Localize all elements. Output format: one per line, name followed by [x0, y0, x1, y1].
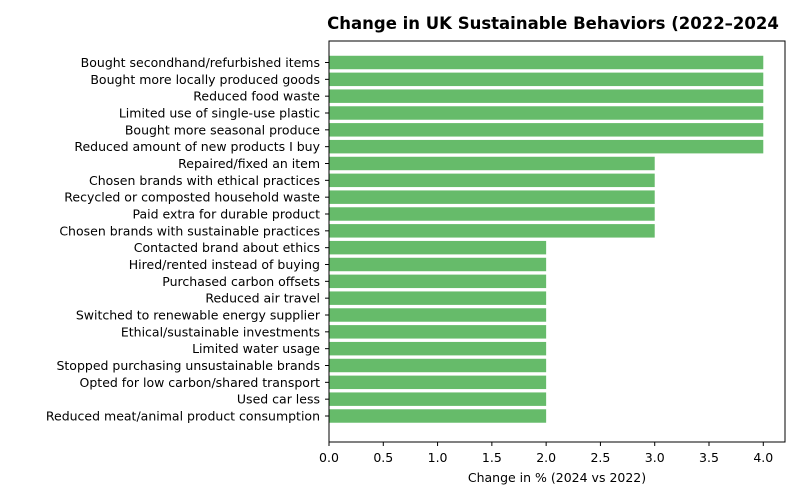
bar — [329, 341, 547, 356]
category-label: Reduced amount of new products I buy — [74, 139, 320, 154]
x-tick-label: 1.0 — [428, 450, 448, 465]
bar — [329, 375, 547, 390]
axes-frame — [328, 40, 786, 443]
bar — [329, 257, 547, 272]
category-label: Stopped purchasing unsustainable brands — [56, 358, 320, 373]
category-label: Ethical/sustainable investments — [121, 324, 320, 339]
category-label: Reduced meat/animal product consumption — [46, 409, 320, 424]
x-tick-label: 0.0 — [319, 450, 339, 465]
bar — [329, 123, 764, 137]
bar — [329, 274, 547, 289]
bar — [329, 325, 547, 339]
bars-group — [329, 55, 764, 423]
category-label: Bought more locally produced goods — [90, 72, 320, 87]
x-tick-label: 3.5 — [699, 450, 719, 465]
bar — [329, 207, 655, 221]
x-tick-label: 3.0 — [645, 450, 665, 465]
category-label: Repaired/fixed an item — [178, 156, 320, 171]
x-axis-label: Change in % (2024 vs 2022) — [468, 470, 646, 485]
category-label: Limited water usage — [192, 341, 320, 356]
bar — [329, 358, 547, 373]
bar — [329, 156, 655, 171]
bar — [329, 89, 764, 103]
category-label: Reduced air travel — [205, 291, 320, 306]
category-label: Purchased carbon offsets — [162, 274, 320, 289]
category-label: Opted for low carbon/shared transport — [80, 375, 321, 390]
bar — [329, 291, 547, 305]
category-label: Chosen brands with ethical practices — [89, 173, 320, 188]
x-tick-label: 4.0 — [753, 450, 773, 465]
x-tick-label: 2.0 — [536, 450, 556, 465]
bar — [329, 308, 547, 322]
x-tick-label: 0.5 — [373, 450, 393, 465]
category-labels-group: Bought secondhand/refurbished items Bough… — [46, 55, 329, 424]
x-ticks-group: 0.0 0.5 1.0 1.5 2.0 2.5 3.0 3.5 4.0 — [319, 442, 773, 465]
category-label: Hired/rented instead of buying — [129, 257, 320, 272]
bar — [329, 190, 655, 204]
category-label: Limited use of single-use plastic — [119, 106, 320, 121]
bar — [329, 55, 764, 70]
bar — [329, 240, 547, 255]
x-tick-label: 2.5 — [590, 450, 610, 465]
chart-title: Change in UK Sustainable Behaviors (2022… — [327, 14, 779, 33]
bar — [329, 139, 764, 154]
plot-frame — [328, 40, 786, 443]
bar — [329, 72, 764, 87]
bar — [329, 106, 764, 120]
category-label: Bought more seasonal produce — [125, 122, 320, 137]
bar — [329, 409, 547, 423]
bar — [329, 224, 655, 238]
category-label: Contacted brand about ethics — [134, 240, 320, 255]
category-label: Recycled or composted household waste — [64, 190, 320, 205]
bar — [329, 173, 655, 188]
category-label: Chosen brands with sustainable practices — [59, 223, 320, 238]
category-label: Paid extra for durable product — [132, 207, 320, 222]
category-label: Switched to renewable energy supplier — [76, 308, 321, 323]
x-tick-label: 1.5 — [482, 450, 502, 465]
bar — [329, 392, 547, 406]
category-label: Used car less — [237, 392, 320, 407]
category-label: Reduced food waste — [193, 89, 320, 104]
category-label: Bought secondhand/refurbished items — [81, 55, 320, 70]
